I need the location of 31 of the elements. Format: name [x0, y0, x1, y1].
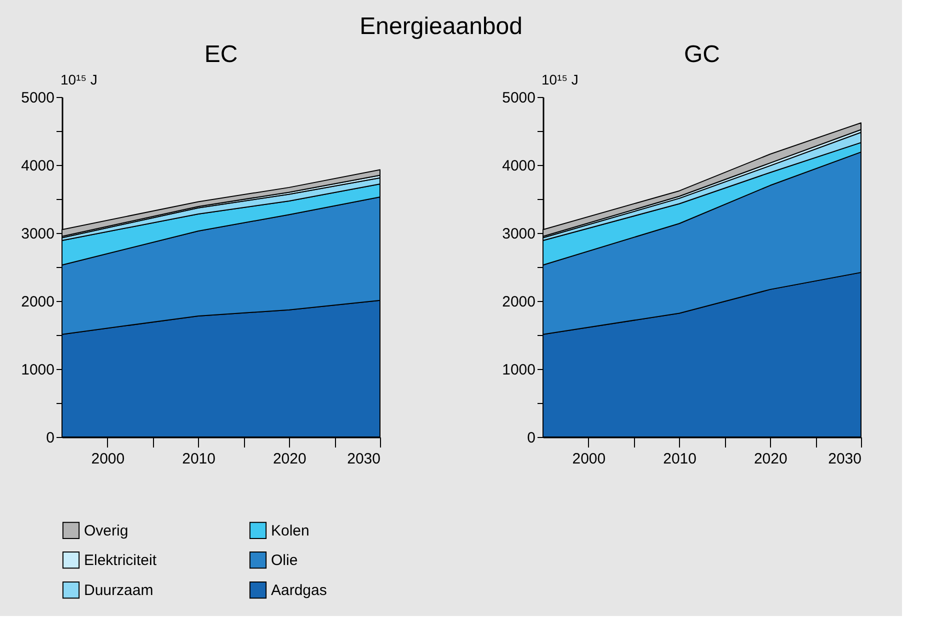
y-tick-label: 3000	[502, 226, 536, 242]
legend-label: Elektriciteit	[84, 552, 158, 569]
y-tick-label: 0	[527, 430, 536, 446]
legend-label: Duurzaam	[84, 582, 154, 599]
y-axis-title: 10¹⁵ J	[542, 72, 578, 88]
text: Energieaanbod	[360, 13, 522, 40]
y-tick-label: 5000	[502, 90, 536, 106]
x-tick-label: 2010	[663, 450, 696, 468]
y-tick-label: 1000	[21, 362, 54, 378]
x-tick-label: 2020	[272, 450, 306, 468]
legend-label: Olie	[271, 552, 298, 569]
y-tick-label: 2000	[502, 294, 536, 310]
x-tick-label: 2000	[572, 450, 606, 468]
x-tick-label: 2030	[347, 450, 380, 468]
y-tick-label: 5000	[21, 90, 54, 106]
y-tick-label: 4000	[21, 158, 54, 174]
y-tick-label: 2000	[21, 294, 54, 310]
y-tick-label: 1000	[502, 362, 536, 378]
x-tick-label: 2000	[91, 450, 125, 468]
legend-label: Aardgas	[271, 582, 327, 599]
x-tick-label: 2010	[182, 450, 216, 468]
y-tick-label: 3000	[21, 226, 54, 242]
x-tick-label: 2030	[828, 450, 862, 468]
y-tick-label: 0	[46, 430, 54, 446]
legend-label: Overig	[84, 522, 128, 540]
y-axis-title: 10¹⁵ J	[60, 72, 98, 88]
chart-title: EC	[204, 41, 238, 68]
legend-label: Kolen	[271, 522, 310, 540]
x-tick-label: 2020	[754, 450, 788, 468]
y-tick-label: 4000	[502, 158, 536, 174]
chart-title: GC	[684, 41, 720, 68]
